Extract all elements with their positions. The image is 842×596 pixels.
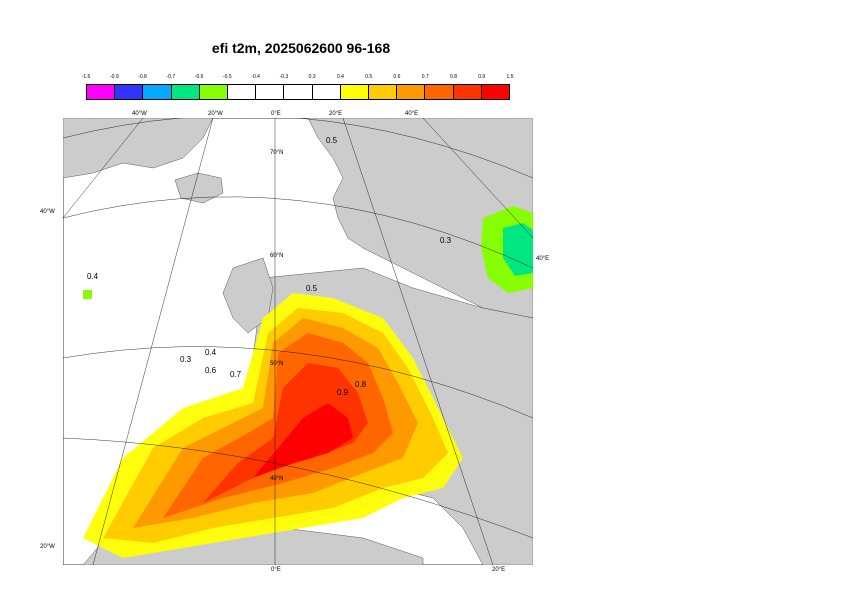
legend-tick: 0.5 xyxy=(365,74,373,80)
lat-label: 60°N xyxy=(270,253,284,259)
legend-tick: -1.5 xyxy=(81,74,91,80)
legend-ticks: -1.5 -0.9 -0.8 -0.7 -0.6 -0.5 -0.4 -0.3 … xyxy=(82,74,514,84)
efi-cold-patch xyxy=(83,290,92,299)
lon-label-left: 20°W xyxy=(40,544,55,550)
contour-label: 0.3 xyxy=(440,236,452,245)
graticule-60n xyxy=(63,196,533,269)
legend-tick: -0.5 xyxy=(222,74,232,80)
legend-tick: 0.9 xyxy=(478,74,486,80)
legend-tick: 0.4 xyxy=(336,74,344,80)
contour-label: 0.9 xyxy=(337,388,349,397)
contour-label: 0.5 xyxy=(306,284,318,293)
legend-swatch xyxy=(199,85,229,99)
meridian-40e xyxy=(422,118,533,239)
efi-region-09 xyxy=(203,363,368,503)
map-panel xyxy=(63,118,533,565)
legend-swatch xyxy=(171,85,200,99)
efi-cold-region-07 xyxy=(503,223,533,276)
legend-swatch xyxy=(284,85,313,99)
title-text: efi t2m, 2025062600 96-168 xyxy=(211,40,391,56)
graticule-40n xyxy=(63,437,533,539)
legend-swatch xyxy=(369,85,398,99)
legend-swatch xyxy=(115,85,144,99)
graticule-70n xyxy=(63,118,533,179)
contour-label: 0.3 xyxy=(180,355,192,364)
legend-tick: -0.9 xyxy=(109,74,119,80)
color-legend: -1.5 -0.9 -0.8 -0.7 -0.6 -0.5 -0.4 -0.3 … xyxy=(82,74,514,104)
legend-tick: -0.7 xyxy=(166,74,176,80)
contour-label: 0.4 xyxy=(87,272,99,281)
lon-label-top: 40°E xyxy=(405,111,419,117)
legend-swatch xyxy=(143,85,172,99)
legend-tick: -0.6 xyxy=(194,74,204,80)
legend-swatch xyxy=(87,85,116,99)
legend-swatch xyxy=(425,85,454,99)
lon-label-bottom: 0°E xyxy=(271,567,281,573)
legend-tick: 0.3 xyxy=(308,74,316,80)
legend-tick: 0.6 xyxy=(393,74,401,80)
lon-label-right: 40°E xyxy=(536,256,550,262)
legend-swatch xyxy=(312,85,341,99)
legend-swatch xyxy=(228,85,257,99)
lat-label: 40°N xyxy=(270,476,284,482)
meridian-20w xyxy=(92,118,214,565)
graticule-50n xyxy=(63,346,533,419)
efi-region-15 xyxy=(253,403,353,478)
legend-swatch xyxy=(256,85,285,99)
iceland-land xyxy=(174,172,224,204)
contour-label: 0.7 xyxy=(230,370,242,379)
map-title: efi t2m, 2025062600 96-168 xyxy=(0,40,842,56)
legend-swatch xyxy=(453,85,482,99)
contour-label: 0.6 xyxy=(205,366,217,375)
greenland-land xyxy=(63,118,214,179)
lon-label-left: 40°W xyxy=(40,209,55,215)
legend-swatch xyxy=(397,85,426,99)
legend-tick: 0.7 xyxy=(421,74,429,80)
lon-label-top: 0°E xyxy=(271,111,281,117)
lon-label-top: 20°W xyxy=(208,111,223,117)
lon-label-top: 40°W xyxy=(132,111,147,117)
legend-tick: 0.8 xyxy=(450,74,457,80)
legend-swatch xyxy=(481,85,510,99)
legend-tick: 1.5 xyxy=(506,74,514,80)
lat-label: 50°N xyxy=(270,361,284,367)
legend-tick: -0.3 xyxy=(279,74,289,80)
legend-swatch xyxy=(340,85,370,99)
meridian-20e xyxy=(342,118,494,565)
contour-label: 0.5 xyxy=(326,136,338,145)
lat-label: 70°N xyxy=(270,150,284,156)
legend-tick: -0.8 xyxy=(138,74,147,80)
lon-label-top: 20°E xyxy=(329,111,343,117)
contour-label: 0.4 xyxy=(205,348,217,357)
map-canvas xyxy=(63,118,533,565)
legend-color-bar xyxy=(86,84,510,100)
legend-tick: -0.4 xyxy=(251,74,260,80)
british-isles-land xyxy=(222,257,274,334)
contour-label: 0.8 xyxy=(355,380,367,389)
meridian-40w xyxy=(63,118,144,219)
lon-label-bottom: 20°E xyxy=(492,567,506,573)
